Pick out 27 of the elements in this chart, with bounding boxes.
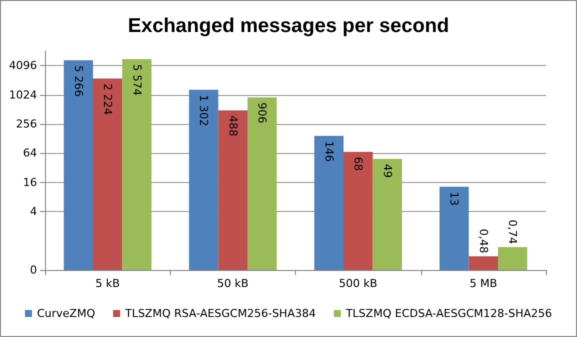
data-label: 146 <box>322 140 336 162</box>
legend-label: TLSZMQ RSA-AESGCM256-SHA384 <box>124 307 316 320</box>
y-tick-label: 4 <box>30 205 37 218</box>
data-label: 2 224 <box>101 83 114 115</box>
y-tick-label: 4096 <box>9 59 37 72</box>
data-label: 49 <box>380 164 394 178</box>
data-label: 0,74 <box>506 220 520 244</box>
data-label: 1 302 <box>197 94 210 126</box>
y-tick-label: 256 <box>16 118 37 130</box>
data-label: 5 574 <box>130 64 144 96</box>
x-tick-label: 5 kB <box>95 277 120 290</box>
y-tick-label: 0 <box>30 264 37 276</box>
legend-label: CurveZMQ <box>36 307 96 320</box>
data-label: 68 <box>352 156 365 171</box>
x-tick-label: 50 kB <box>217 277 249 290</box>
data-label: 488 <box>226 115 240 136</box>
chart-title: Exchanged messages per second <box>128 15 450 37</box>
legend-label: TLSZMQ ECDSA-AESGCM128-SHA256 <box>344 307 552 320</box>
x-tick-label: 500 kB <box>338 277 378 290</box>
x-tick-label: 5 MB <box>470 277 498 290</box>
data-label: 13 <box>448 192 461 206</box>
data-label: 906 <box>256 102 269 124</box>
y-tick-label: 1024 <box>9 88 37 102</box>
data-label: 0,48 <box>476 228 490 254</box>
y-tick-label: 64 <box>23 146 37 160</box>
y-tick-label: 16 <box>23 176 37 189</box>
data-label: 5 266 <box>72 65 85 97</box>
